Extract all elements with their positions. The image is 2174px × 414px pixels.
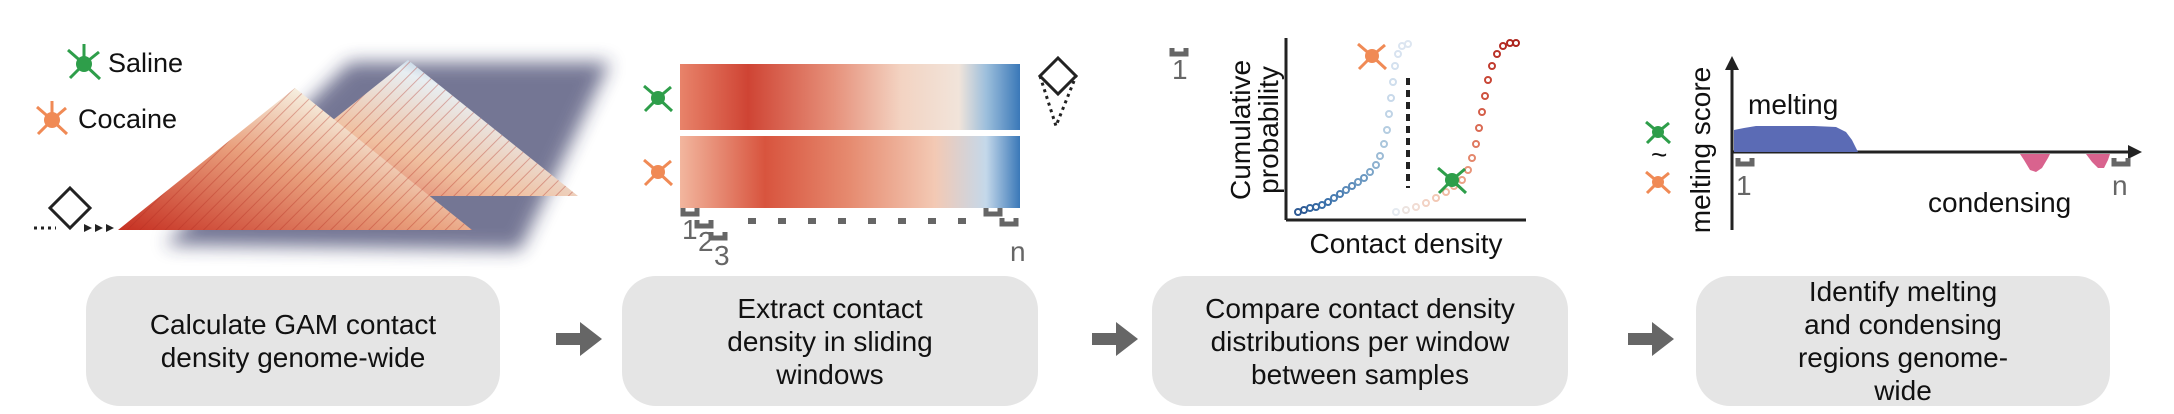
cocaine-neuron-icon <box>1357 42 1388 71</box>
saline-neuron-icon <box>1437 166 1468 195</box>
panel4-graphic: melting score ~ melting condensing <box>1645 56 2142 234</box>
y-axis-label: melting score <box>1685 67 1716 234</box>
panel3-graphic: Cumulative probability Contact density <box>1169 38 1526 259</box>
axis-start-label: 1 <box>1736 170 1752 201</box>
condensing-region <box>2086 154 2110 168</box>
slide-arrow-icon <box>95 224 103 232</box>
window-bracket-1 <box>680 208 700 217</box>
y-axis-label-line2: probability <box>1253 66 1284 194</box>
step-1-box: Calculate GAM contact density genome-wid… <box>86 276 500 406</box>
saline-neuron-icon <box>1645 120 1672 145</box>
cocaine-contact-map-texture <box>118 88 472 230</box>
window-label-2: 2 <box>698 226 714 257</box>
panel2-graphic <box>643 55 1079 241</box>
cocaine-neuron-icon <box>643 158 674 187</box>
cocaine-neuron-icon <box>36 101 69 136</box>
step-2-box: Extract contact density in sliding windo… <box>622 276 1038 406</box>
window-label-n: n <box>1010 236 1026 267</box>
window-label-1: 1 <box>682 214 698 245</box>
legend-cocaine-label: Cocaine <box>78 104 178 134</box>
saline-density-strip <box>680 64 1020 130</box>
step-3-box: Compare contact density distributions pe… <box>1152 276 1568 406</box>
cocaine-neuron-icon <box>1645 170 1672 195</box>
window-label-3: 3 <box>714 240 730 271</box>
saline-cdf-curve <box>1294 40 1412 216</box>
tilde-symbol: ~ <box>1651 139 1667 170</box>
window-bracket-1 <box>1735 158 1755 167</box>
window-diamond-icon <box>1037 55 1079 97</box>
cocaine-density-strip <box>680 136 1020 208</box>
saline-neuron-icon <box>67 44 102 81</box>
y-axis-label-line1: Cumulative <box>1225 60 1256 200</box>
sliding-window-diamond-icon <box>47 185 93 231</box>
window-bracket-2 <box>694 220 714 229</box>
window-bracket-n <box>2111 158 2131 167</box>
melting-region <box>1734 126 1858 152</box>
step-arrow-icon <box>556 322 602 356</box>
window-label-1: 1 <box>1172 54 1188 85</box>
step-4-box: Identify melting and condensing regions … <box>1696 276 2110 406</box>
x-axis-arrow-icon <box>2128 145 2142 159</box>
slide-arrow-icon <box>84 224 92 232</box>
cocaine-cdf-curve <box>1392 39 1520 216</box>
melting-label: melting <box>1748 89 1838 120</box>
window-bracket-3 <box>708 232 728 241</box>
legend-saline-label: Saline <box>108 48 184 78</box>
y-axis-arrow-icon <box>1725 56 1739 70</box>
window-bracket-1 <box>1169 48 1189 57</box>
step-arrow-icon <box>1092 322 1138 356</box>
slide-arrow-icon <box>106 224 114 232</box>
x-axis-label: Contact density <box>1310 228 1503 259</box>
step-arrow-icon <box>1628 322 1674 356</box>
panel1-graphic <box>34 44 610 250</box>
condensing-region <box>2020 154 2050 172</box>
window-bracket-n <box>983 208 1019 227</box>
condensing-label: condensing <box>1928 187 2071 218</box>
saline-neuron-icon <box>643 84 674 113</box>
axis-end-label: n <box>2112 170 2128 201</box>
